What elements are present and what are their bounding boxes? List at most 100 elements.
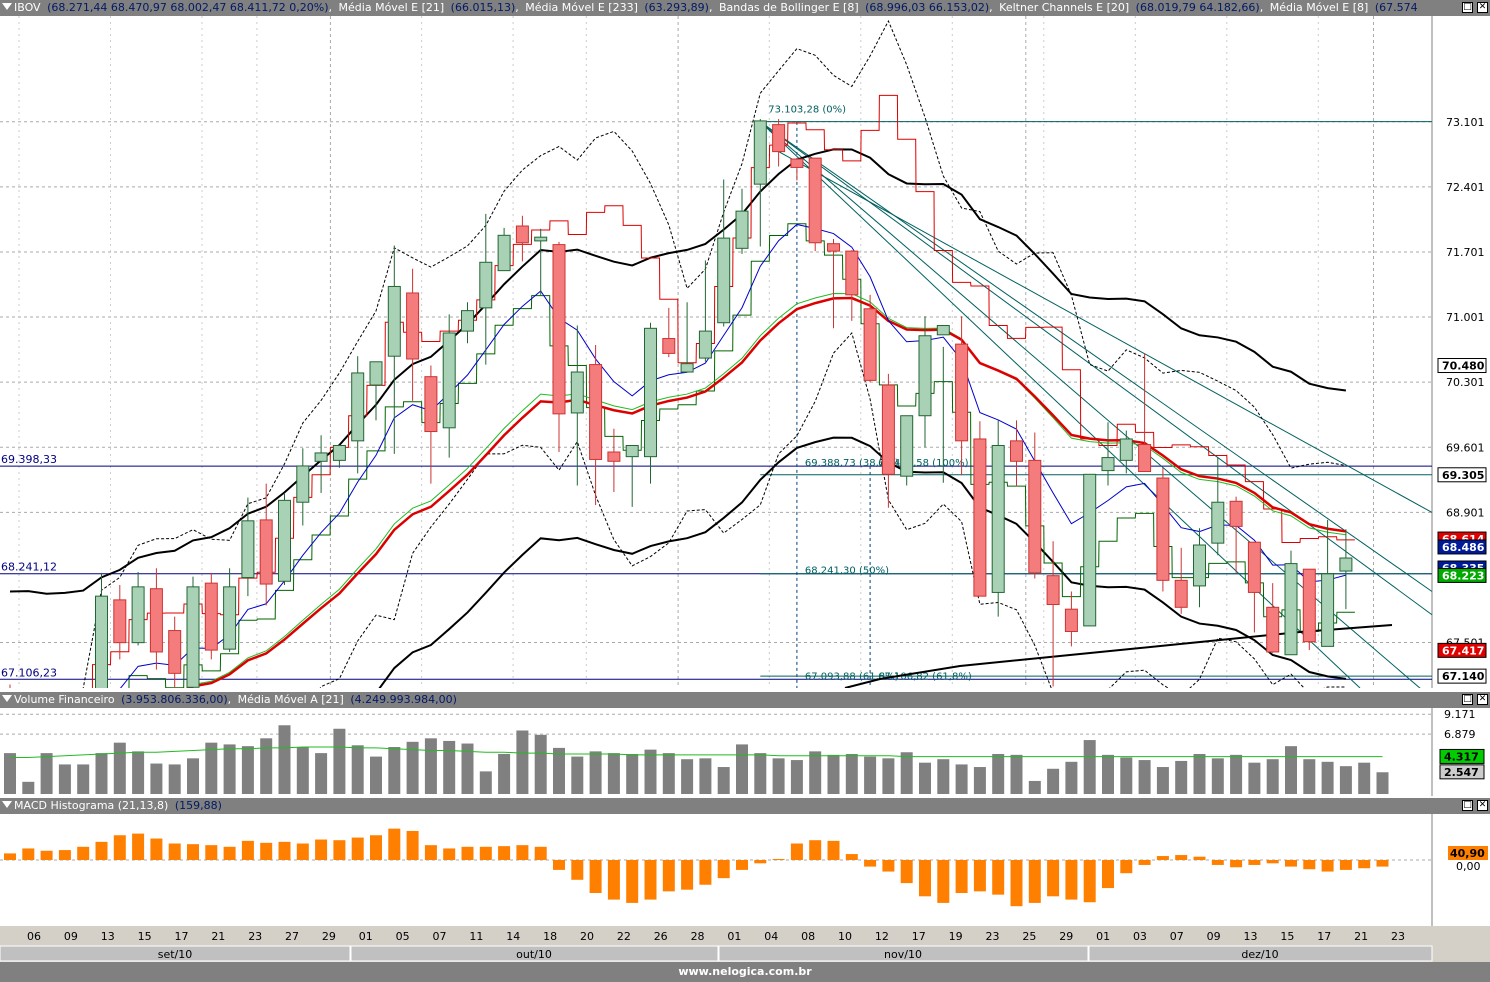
- price-chart[interactable]: 73.101 72.401 71.701 71.001 70.301 69.601 68.9…: [0, 16, 1490, 688]
- macd-bar: [1211, 860, 1224, 865]
- price-tick-label: 71.701: [1446, 246, 1485, 259]
- collapse-chevron-icon[interactable]: [2, 695, 12, 702]
- date-tick-label: 09: [1207, 930, 1221, 943]
- volume-panel-header: Volume Financeiro (3.953.806.336,00), Mé…: [0, 692, 1490, 708]
- macd-bar: [809, 840, 822, 860]
- date-tick-label: 14: [506, 930, 520, 943]
- volume-bar: [187, 758, 199, 794]
- candle-body: [863, 308, 877, 381]
- maximize-button[interactable]: □: [1462, 800, 1473, 811]
- date-tick-label: 09: [64, 930, 78, 943]
- macd-bar: [1193, 856, 1206, 860]
- macd-bar: [479, 846, 492, 860]
- volume-bar: [1120, 757, 1133, 794]
- date-tick-label: 17: [912, 930, 926, 943]
- macd-bar: [1175, 855, 1188, 860]
- collapse-chevron-icon[interactable]: [2, 801, 12, 808]
- indicator-label-keltner: Keltner Channels E [20]: [999, 1, 1130, 14]
- candle-body: [955, 343, 969, 442]
- macd-bar: [882, 860, 895, 872]
- candle-body: [534, 236, 548, 242]
- macd-marker-label: 40,90: [1450, 847, 1485, 860]
- date-tick-label: 13: [101, 930, 115, 943]
- macd-bar: [607, 860, 620, 900]
- volume-bar: [900, 752, 913, 794]
- volume-bar: [1193, 753, 1206, 794]
- close-button[interactable]: ✕: [1477, 2, 1488, 13]
- candle-body: [497, 234, 511, 272]
- candle-body: [1193, 544, 1206, 587]
- candle-body: [387, 285, 401, 357]
- volume-bar: [662, 753, 675, 794]
- volume-bar: [827, 754, 840, 794]
- date-tick-label: 17: [1317, 930, 1331, 943]
- volume-bar: [1065, 761, 1078, 794]
- macd-bar: [1321, 860, 1334, 872]
- macd-bar: [296, 843, 309, 860]
- candle-body: [973, 438, 987, 597]
- candle-body: [644, 327, 657, 458]
- macd-chart[interactable]: 40,900,00: [0, 814, 1490, 926]
- macd-bar: [717, 860, 730, 879]
- month-label: out/10: [516, 948, 552, 961]
- volume-bar: [644, 749, 657, 794]
- volume-bar: [95, 753, 108, 794]
- maximize-button[interactable]: □: [1462, 694, 1473, 705]
- volume-bar: [717, 767, 730, 794]
- macd-bar: [223, 846, 236, 860]
- macd-title: MACD Histograma (21,13,8): [14, 799, 169, 812]
- trend-line: [760, 121, 1433, 616]
- date-tick-label: 26: [654, 930, 668, 943]
- volume-bar: [388, 747, 401, 794]
- volume-bar: [571, 756, 584, 794]
- indicator-value-bollinger: (68.996,03 66.153,02): [865, 1, 990, 14]
- volume-bar: [754, 753, 767, 794]
- date-tick-label: 07: [433, 930, 447, 943]
- macd-bar: [113, 835, 126, 860]
- volume-bar: [1138, 760, 1151, 794]
- candle-body: [1174, 579, 1188, 608]
- close-button[interactable]: ✕: [1477, 800, 1488, 811]
- volume-bar: [1358, 762, 1371, 794]
- macd-bar: [370, 835, 382, 860]
- volume-bar: [1285, 746, 1297, 794]
- volume-chart[interactable]: 9.171 6.879 4.317 2.547: [0, 708, 1490, 796]
- macd-bar: [77, 846, 90, 860]
- candle-body: [1247, 541, 1261, 593]
- candle-body: [680, 363, 694, 373]
- date-tick-label: 25: [1022, 930, 1036, 943]
- candle-body: [1010, 440, 1023, 462]
- candle-body: [424, 376, 438, 433]
- macd-bar: [516, 845, 529, 860]
- candle-body: [918, 335, 932, 417]
- macd-bar: [662, 860, 675, 892]
- price-marker-box: [1437, 467, 1487, 483]
- collapse-chevron-icon[interactable]: [2, 3, 12, 10]
- price-marker-box: [1437, 539, 1487, 555]
- macd-bar: [644, 860, 657, 900]
- maximize-button[interactable]: □: [1462, 2, 1473, 13]
- date-tick-label: 01: [1096, 930, 1110, 943]
- date-tick-label: 10: [838, 930, 852, 943]
- candle-body: [1028, 459, 1042, 574]
- candle-body: [113, 599, 127, 644]
- candle-body: [369, 361, 383, 386]
- volume-bar: [681, 759, 694, 794]
- candle-body: [479, 261, 493, 309]
- macd-bar: [992, 860, 1005, 895]
- volume-bar: [937, 759, 950, 794]
- volume-bar: [1175, 760, 1188, 794]
- date-tick-label: 18: [543, 930, 557, 943]
- candle-body: [149, 588, 163, 653]
- macd-bg: [0, 814, 1490, 926]
- candle-body: [1211, 501, 1225, 544]
- close-button[interactable]: ✕: [1477, 694, 1488, 705]
- volume-bar: [4, 753, 16, 794]
- candle-body: [296, 465, 310, 503]
- date-tick-label: 03: [1133, 930, 1147, 943]
- indicator-value-ema233: (63.293,89): [644, 1, 709, 14]
- price-marker-label: 69.305: [1442, 469, 1484, 482]
- candle-body: [1046, 575, 1060, 606]
- macd-bar: [22, 848, 35, 860]
- macd-bar: [571, 860, 584, 880]
